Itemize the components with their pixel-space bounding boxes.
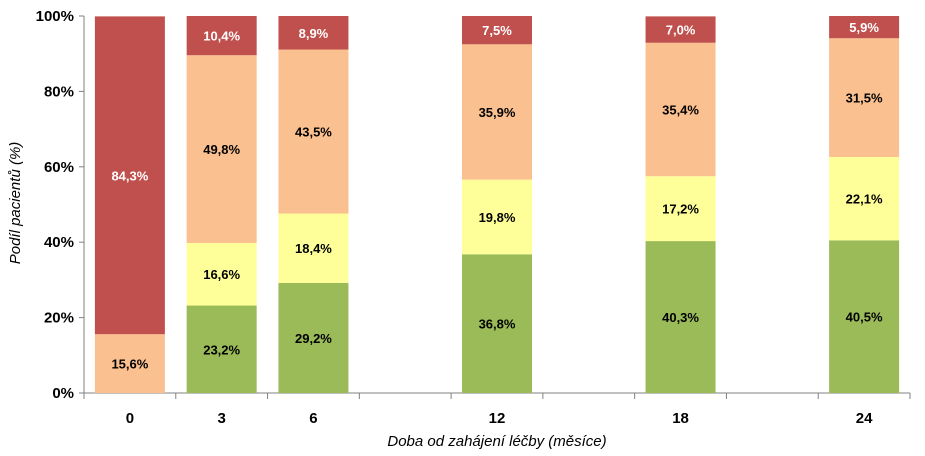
bar-segment	[186, 16, 257, 56]
bar-segment	[186, 55, 257, 243]
data-label: 15,6%	[111, 357, 148, 372]
y-tick-label: 100%	[36, 8, 74, 25]
bar-segment	[829, 38, 900, 157]
x-tick-label: 0	[126, 410, 134, 427]
data-label: 36,8%	[479, 317, 516, 332]
data-label: 40,3%	[662, 310, 699, 325]
data-label: 7,5%	[482, 23, 512, 38]
data-label: 7,0%	[666, 23, 696, 38]
x-axis-title: Doba od zahájení léčby (měsíce)	[387, 433, 606, 450]
x-tick-label: 18	[672, 410, 689, 427]
data-label: 17,2%	[662, 202, 699, 217]
data-label: 35,9%	[479, 105, 516, 120]
data-label: 10,4%	[203, 29, 240, 44]
y-tick-label: 80%	[44, 83, 74, 100]
data-label: 23,2%	[203, 342, 240, 357]
data-label: 31,5%	[846, 91, 883, 106]
y-tick-label: 40%	[44, 234, 74, 251]
bar-segment	[462, 16, 532, 45]
y-axis-title: Podíl pacientů (%)	[7, 142, 24, 265]
bar-segment	[645, 42, 716, 177]
data-label: 18,4%	[295, 241, 332, 256]
y-tick-label: 60%	[44, 159, 74, 176]
data-label: 5,9%	[849, 20, 879, 35]
x-tick-label: 12	[489, 410, 506, 427]
data-label: 35,4%	[662, 102, 699, 117]
bar-segment	[278, 49, 349, 214]
bar-segment	[645, 176, 716, 242]
bar-segment	[829, 156, 900, 241]
bar-segment	[645, 16, 716, 43]
data-label: 8,9%	[299, 26, 329, 41]
bar-segment	[462, 44, 532, 180]
bar-segment	[94, 16, 165, 335]
data-label: 22,1%	[846, 192, 883, 207]
data-label: 40,5%	[846, 310, 883, 325]
data-label: 43,5%	[295, 125, 332, 140]
bar-segment	[462, 254, 532, 393]
data-labels: 15,6% 84,3% 23,2% 16,6% 49,8% 10,4% 29,2% 18,4%…	[111, 20, 883, 371]
x-tick-label: 24	[856, 410, 873, 427]
x-tick-label: 3	[217, 410, 225, 427]
bar-segment	[278, 16, 349, 50]
bar-segment	[462, 179, 532, 255]
data-label: 49,8%	[203, 142, 240, 157]
data-label: 84,3%	[111, 168, 148, 183]
bar-segment	[94, 334, 165, 393]
data-label: 29,2%	[295, 331, 332, 346]
y-tick-label: 20%	[44, 310, 74, 327]
bar-segment	[829, 240, 900, 393]
bar-segment	[186, 305, 257, 393]
bar-segment	[645, 241, 716, 393]
x-tick-label: 6	[309, 410, 317, 427]
bar-segment	[278, 213, 349, 283]
bars	[94, 16, 900, 393]
bar-segment	[278, 282, 349, 393]
data-label: 16,6%	[203, 267, 240, 282]
data-label: 19,8%	[479, 210, 516, 225]
bar-segment	[829, 16, 900, 39]
bar-segment	[186, 242, 257, 306]
y-tick-label: 0%	[52, 385, 74, 402]
